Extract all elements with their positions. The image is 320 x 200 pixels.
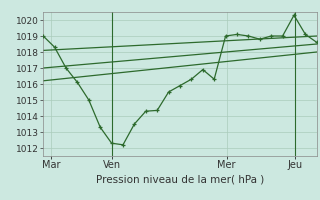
X-axis label: Pression niveau de la mer( hPa ): Pression niveau de la mer( hPa ) [96,174,264,184]
